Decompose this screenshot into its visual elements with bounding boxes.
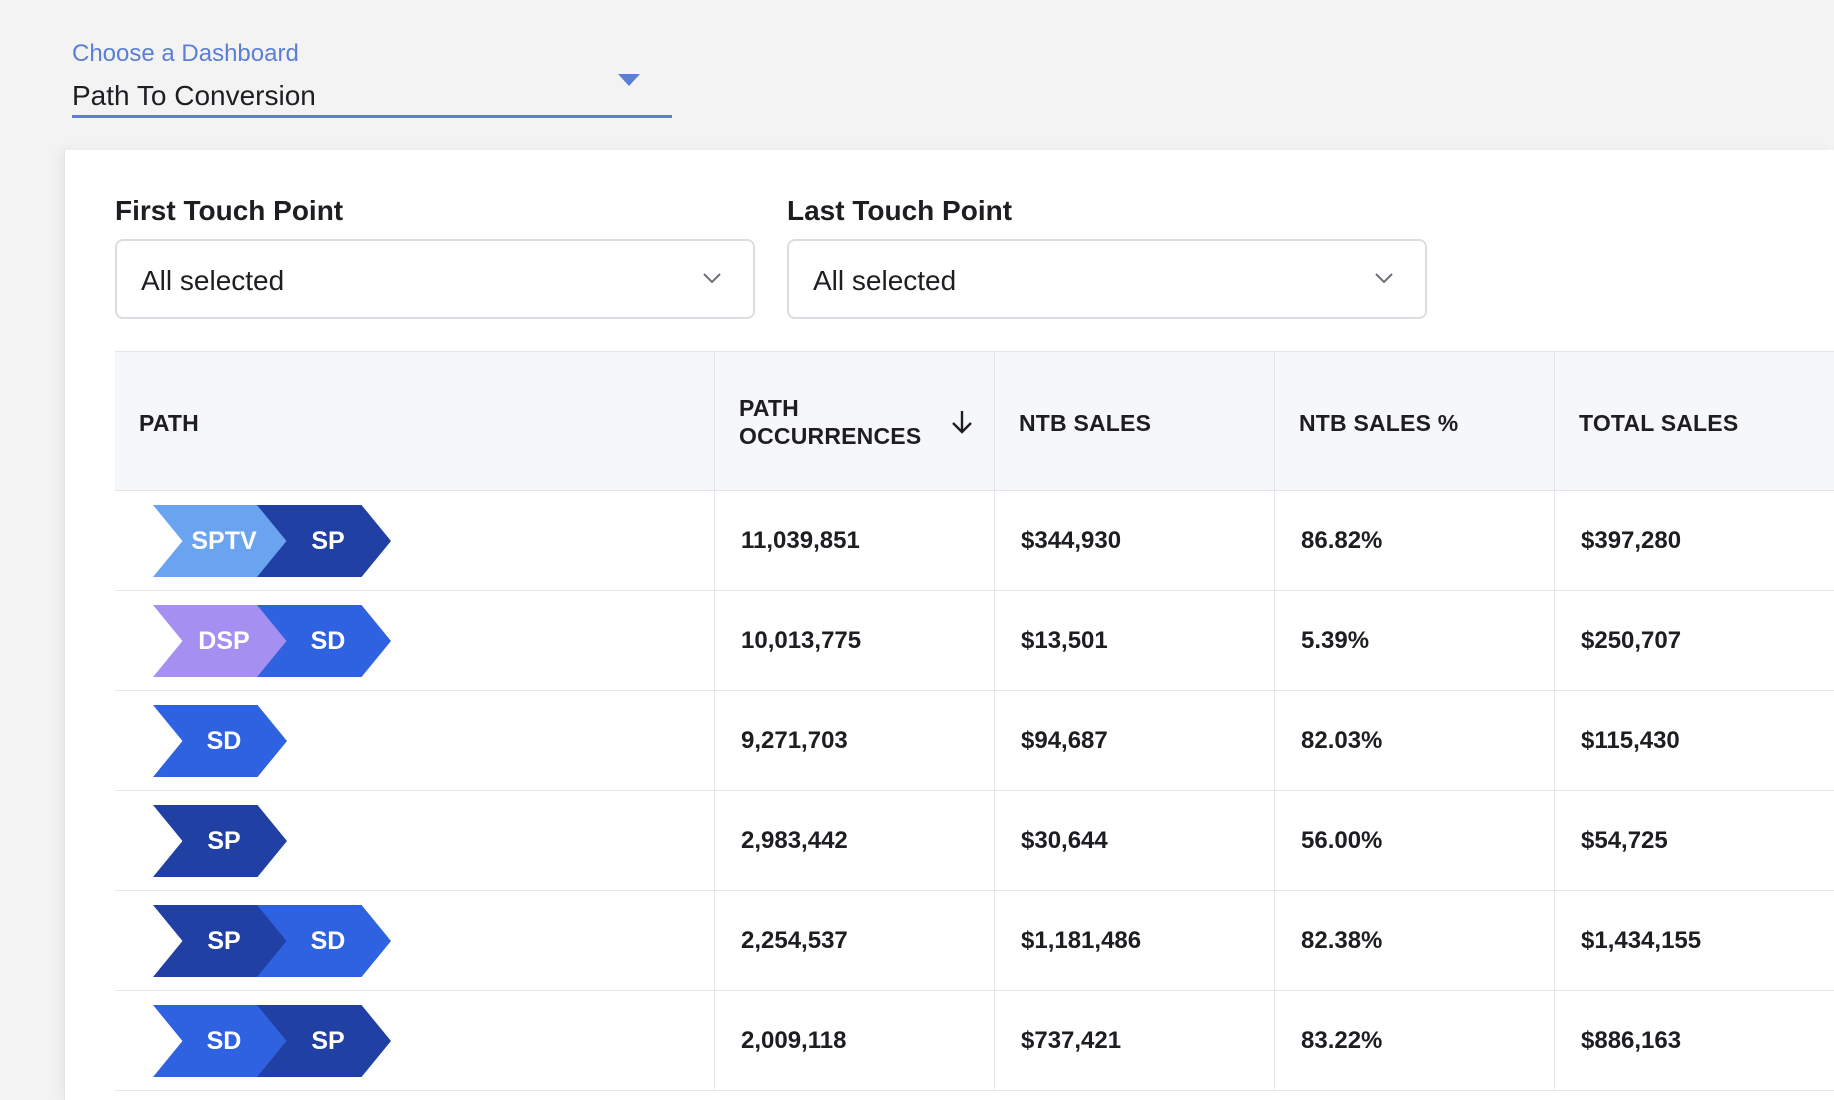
path-step-chip: DSP	[153, 605, 287, 677]
path-occurrences-cell: 9,271,703	[715, 691, 995, 791]
ntb-sales-cell-value: $13,501	[1021, 627, 1108, 654]
path-occurrences-cell: 10,013,775	[715, 591, 995, 691]
path-cell: SP	[115, 791, 715, 891]
total-sales-cell: $1,434,155	[1555, 891, 1834, 991]
total-sales-cell-value: $250,707	[1581, 627, 1682, 654]
path-occurrences-cell: 11,039,851	[715, 491, 995, 591]
column-header-path-occurrences[interactable]: PATH OCCURRENCES	[715, 352, 995, 492]
path-table: PATH PATH OCCURRENCES NTB SALES NTB SALE…	[115, 351, 1834, 1091]
total-sales-cell-value: $54,725	[1581, 827, 1668, 854]
ntb-sales-cell: $30,644	[995, 791, 1275, 891]
total-sales-cell-value: $115,430	[1581, 727, 1680, 754]
table-row[interactable]: SD 9,271,703 $94,687 82.03% $115,430	[115, 691, 1834, 791]
total-sales-cell: $250,707	[1555, 591, 1834, 691]
ntb-sales-cell-value: $1,181,486	[1021, 927, 1142, 954]
ntb-sales-pct-cell-value: 5.39%	[1301, 627, 1370, 654]
path-occurrences-cell: 2,009,118	[715, 991, 995, 1091]
path-occurrences-cell-value: 9,271,703	[741, 727, 848, 754]
dashboard-select[interactable]: Choose a Dashboard Path To Conversion	[72, 36, 672, 118]
last-touch-point-select[interactable]: All selected	[787, 239, 1427, 319]
table-header: PATH PATH OCCURRENCES NTB SALES NTB SALE…	[115, 351, 1834, 492]
ntb-sales-pct-cell: 82.03%	[1275, 691, 1555, 791]
path-cell: SP SD	[115, 891, 715, 991]
first-touch-point-title: First Touch Point	[115, 195, 344, 226]
dashboard-card: First Touch Point All selected Last Touc…	[64, 150, 1834, 1100]
ntb-sales-pct-cell: 83.22%	[1275, 991, 1555, 1091]
total-sales-cell: $886,163	[1555, 991, 1834, 1091]
total-sales-cell: $54,725	[1555, 791, 1834, 891]
table-row[interactable]: SD SP 2,009,118 $737,421 83.22% $886,163	[115, 991, 1834, 1091]
path-occurrences-cell-value: 2,983,442	[741, 827, 848, 854]
path-occurrences-cell-value: 10,013,775	[741, 627, 862, 654]
path-step-chip: SP	[153, 805, 287, 877]
column-header-ntb-sales-pct[interactable]: NTB SALES %	[1275, 352, 1555, 492]
table-row[interactable]: SP 2,983,442 $30,644 56.00% $54,725	[115, 791, 1834, 891]
chevron-down-icon[interactable]	[701, 267, 723, 289]
total-sales-cell-value: $397,280	[1581, 527, 1682, 554]
table-row[interactable]: DSP SD 10,013,775 $13,501 5.39% $250,707	[115, 591, 1834, 691]
ntb-sales-cell: $1,181,486	[995, 891, 1275, 991]
ntb-sales-cell-value: $30,644	[1021, 827, 1108, 854]
ntb-sales-pct-cell: 5.39%	[1275, 591, 1555, 691]
dashboard-select-underline	[72, 115, 672, 118]
ntb-sales-pct-cell-value: 83.22%	[1301, 1027, 1383, 1054]
arrow-down-icon[interactable]	[949, 408, 975, 436]
total-sales-cell-value: $886,163	[1581, 1027, 1682, 1054]
ntb-sales-cell-value: $737,421	[1021, 1027, 1122, 1054]
ntb-sales-cell-value: $344,930	[1021, 527, 1122, 554]
ntb-sales-pct-cell-value: 56.00%	[1301, 827, 1383, 854]
path-cell: SPTV SP	[115, 491, 715, 591]
path-occurrences-cell-value: 11,039,851	[741, 527, 860, 554]
ntb-sales-cell-value: $94,687	[1021, 727, 1108, 754]
ntb-sales-cell: $737,421	[995, 991, 1275, 1091]
column-header-total-sales[interactable]: TOTAL SALES	[1579, 410, 1739, 436]
ntb-sales-pct-cell: 82.38%	[1275, 891, 1555, 991]
path-occurrences-cell-value: 2,254,537	[741, 927, 848, 954]
table-row[interactable]: SP SD 2,254,537 $1,181,486 82.38% $1,434,155	[115, 891, 1834, 991]
dashboard-select-label: Choose a Dashboard	[72, 40, 299, 67]
first-touch-point-value: All selected	[141, 265, 285, 296]
ntb-sales-pct-cell: 86.82%	[1275, 491, 1555, 591]
ntb-sales-pct-cell-value: 82.03%	[1301, 727, 1383, 754]
path-cell: SD	[115, 691, 715, 791]
table-row[interactable]: SPTV SP 11,039,851 $344,930 86.82% $397,280	[115, 491, 1834, 591]
last-touch-point-title: Last Touch Point	[787, 195, 1013, 226]
ntb-sales-pct-cell-value: 86.82%	[1301, 527, 1383, 554]
total-sales-cell: $115,430	[1555, 691, 1834, 791]
last-touch-point-value: All selected	[813, 265, 957, 296]
ntb-sales-pct-cell: 56.00%	[1275, 791, 1555, 891]
dashboard-select-value: Path To Conversion	[72, 80, 316, 111]
column-header-ntb-sales[interactable]: NTB SALES	[995, 352, 1275, 492]
path-occurrences-cell: 2,983,442	[715, 791, 995, 891]
path-step-chip: SD	[153, 705, 287, 777]
path-occurrences-cell-value: 2,009,118	[741, 1027, 847, 1054]
caret-down-icon[interactable]	[618, 74, 640, 86]
total-sales-cell: $397,280	[1555, 491, 1834, 591]
path-cell: DSP SD	[115, 591, 715, 691]
path-occurrences-cell: 2,254,537	[715, 891, 995, 991]
first-touch-point-select[interactable]: All selected	[115, 239, 755, 319]
chevron-down-icon[interactable]	[1373, 267, 1395, 289]
table-body: SPTV SP 11,039,851 $344,930 86.82% $397,280 DS…	[115, 491, 1834, 1091]
total-sales-cell-value: $1,434,155	[1581, 927, 1702, 954]
column-header-path[interactable]: PATH	[115, 352, 715, 492]
ntb-sales-cell: $94,687	[995, 691, 1275, 791]
ntb-sales-cell: $13,501	[995, 591, 1275, 691]
ntb-sales-pct-cell-value: 82.38%	[1301, 927, 1383, 954]
path-cell: SD SP	[115, 991, 715, 1091]
ntb-sales-cell: $344,930	[995, 491, 1275, 591]
